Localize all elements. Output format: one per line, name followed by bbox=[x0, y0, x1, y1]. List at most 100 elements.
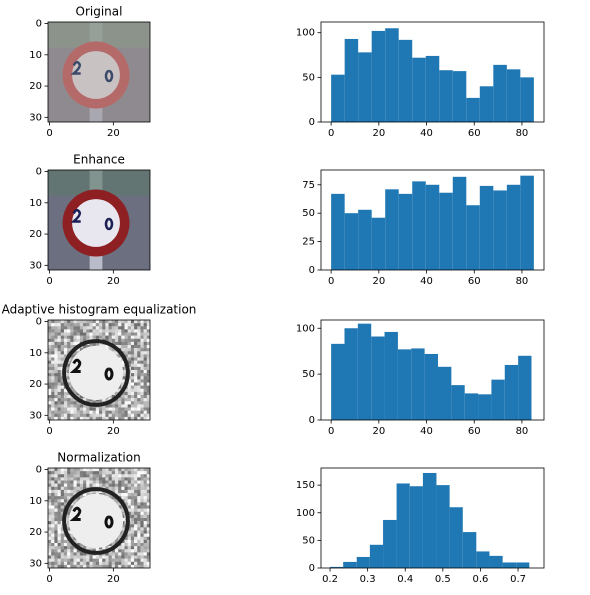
pixel bbox=[124, 391, 128, 396]
pixel bbox=[137, 416, 141, 420]
pixel bbox=[140, 345, 144, 349]
pixel bbox=[60, 332, 65, 336]
pixel bbox=[70, 486, 74, 491]
pixel bbox=[70, 326, 74, 330]
pixel bbox=[60, 533, 65, 537]
pixel bbox=[102, 558, 106, 562]
pixel bbox=[143, 373, 148, 377]
pixel bbox=[137, 496, 141, 500]
histogram-bar bbox=[385, 28, 399, 122]
pixel bbox=[102, 564, 106, 568]
pixel bbox=[143, 320, 148, 324]
pixel bbox=[143, 407, 148, 411]
pixel bbox=[146, 483, 150, 487]
pixel bbox=[127, 338, 132, 343]
pixel bbox=[51, 468, 55, 472]
histogram-bar bbox=[343, 561, 357, 568]
pixel bbox=[70, 329, 74, 333]
pixel bbox=[51, 524, 55, 528]
x-tick-label: 20 bbox=[107, 128, 120, 139]
pixel bbox=[130, 382, 135, 386]
pixel bbox=[73, 489, 77, 494]
pixel bbox=[114, 499, 119, 503]
pixel bbox=[70, 401, 74, 405]
pixel bbox=[137, 549, 141, 553]
pixel bbox=[60, 508, 65, 512]
digits bbox=[70, 60, 114, 83]
pixel bbox=[48, 468, 52, 472]
pixel bbox=[86, 555, 90, 559]
pixel bbox=[143, 401, 148, 405]
pixel bbox=[121, 335, 125, 339]
pixel bbox=[105, 320, 109, 324]
pixel bbox=[54, 338, 58, 343]
histogram-bar bbox=[398, 39, 413, 122]
pixel bbox=[146, 496, 150, 500]
pixel bbox=[124, 335, 128, 339]
pixel bbox=[51, 561, 55, 566]
pixel bbox=[146, 382, 150, 386]
pixel bbox=[63, 555, 68, 559]
pixel bbox=[70, 398, 74, 402]
y-tick-label: 20 bbox=[29, 379, 42, 390]
pixel bbox=[57, 546, 61, 550]
pixel bbox=[63, 404, 68, 408]
pixel bbox=[51, 416, 55, 420]
pixel bbox=[118, 332, 122, 336]
pixel bbox=[137, 521, 141, 525]
pixel bbox=[48, 552, 52, 556]
pixel bbox=[140, 413, 144, 418]
pixel bbox=[76, 480, 81, 484]
pixel bbox=[57, 379, 61, 383]
pixel bbox=[127, 543, 132, 547]
pixel bbox=[124, 502, 128, 506]
pixel bbox=[48, 480, 52, 484]
x-tick-label: 20 bbox=[107, 574, 120, 585]
pixel bbox=[105, 416, 109, 420]
pixel bbox=[134, 543, 138, 547]
pixel bbox=[99, 320, 103, 324]
histogram-bar bbox=[357, 323, 372, 420]
pixel bbox=[108, 555, 112, 559]
pixel bbox=[140, 323, 144, 327]
pixel bbox=[127, 354, 132, 358]
y-tick-label: 0 bbox=[309, 265, 315, 276]
pixel bbox=[134, 391, 138, 396]
pixel bbox=[134, 496, 138, 500]
pixel bbox=[76, 471, 81, 475]
pixel bbox=[63, 329, 68, 333]
pixel bbox=[127, 486, 132, 491]
pixel bbox=[134, 326, 138, 330]
pixel bbox=[121, 376, 125, 380]
pixel bbox=[111, 395, 116, 399]
pixel bbox=[51, 521, 55, 525]
histogram-bar bbox=[358, 52, 372, 122]
pixel bbox=[60, 502, 65, 506]
pixel bbox=[95, 416, 100, 420]
pixel bbox=[121, 348, 125, 352]
pixel bbox=[48, 370, 52, 374]
pixel bbox=[127, 379, 132, 383]
pixel bbox=[146, 345, 150, 349]
pixel bbox=[143, 505, 148, 509]
pixel bbox=[111, 468, 116, 472]
pixel bbox=[130, 468, 135, 472]
pixel bbox=[48, 486, 52, 491]
pixel bbox=[79, 468, 84, 472]
pixel bbox=[118, 489, 122, 494]
pixel bbox=[60, 320, 65, 324]
pixel bbox=[130, 552, 135, 556]
pixel bbox=[127, 413, 132, 418]
pixel bbox=[48, 413, 52, 418]
pixel bbox=[57, 341, 61, 346]
pixel bbox=[137, 410, 141, 414]
pixel bbox=[60, 382, 65, 386]
pixel bbox=[67, 558, 71, 562]
pixel bbox=[54, 521, 58, 525]
pixel bbox=[137, 388, 141, 393]
pixel bbox=[99, 474, 103, 478]
y-tick-label: 50 bbox=[302, 72, 315, 83]
pixel bbox=[67, 404, 71, 408]
histogram-bar bbox=[452, 176, 467, 270]
pixel bbox=[137, 379, 141, 383]
